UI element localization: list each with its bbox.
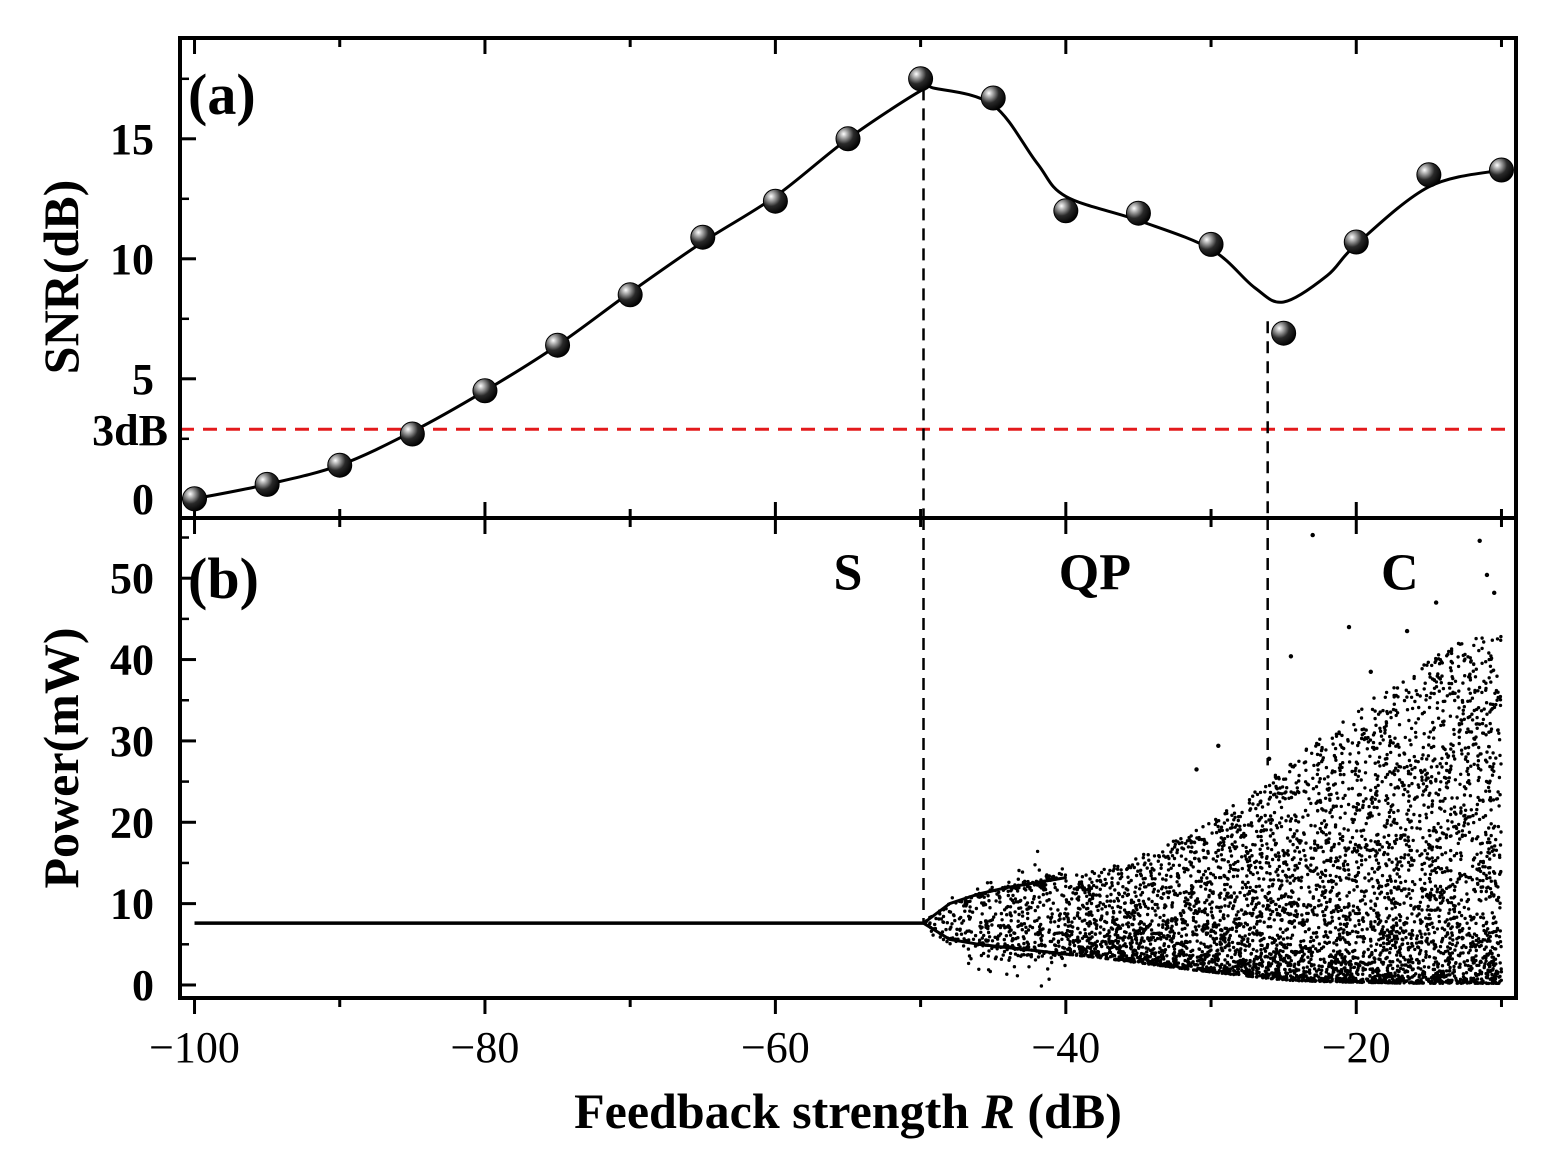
region-label: QP <box>1059 545 1131 602</box>
envelope-lower <box>922 921 1066 956</box>
snr-point <box>1125 200 1151 226</box>
outlier-dot <box>1433 600 1439 605</box>
outlier-dot <box>1216 743 1221 748</box>
x-axis-title: Feedback strength R (dB) <box>574 1083 1122 1139</box>
outlier-dot <box>1310 532 1315 538</box>
outlier-dot <box>1288 654 1294 659</box>
xtick-label: −40 <box>1031 1023 1100 1072</box>
panel-b-y-axis-title: Power(mW) <box>33 628 89 889</box>
b-ytick-label: 50 <box>110 554 154 603</box>
panel-b-label: (b) <box>188 546 259 611</box>
outlier-dot <box>1484 572 1490 578</box>
snr-point <box>1198 231 1224 257</box>
snr-point <box>327 452 353 478</box>
region-labels: S QP C <box>834 545 1419 602</box>
panel-a-label: (a) <box>188 62 256 127</box>
snr-point <box>472 378 498 404</box>
xtick-label: −60 <box>741 1023 810 1072</box>
envelope-upper <box>922 876 1067 925</box>
snr-point <box>980 85 1006 111</box>
x-axis-title-prefix: Feedback strength <box>574 1083 981 1139</box>
snr-points <box>182 66 1514 512</box>
b-ytick-label: 40 <box>110 636 154 685</box>
xtick-label: −100 <box>149 1023 240 1072</box>
panel-a-dashed-lines <box>922 88 1269 518</box>
outlier-dot <box>1477 538 1482 543</box>
snr-point <box>1271 320 1297 346</box>
panel-b-ticks: 0 10 20 30 40 50 −100 −80 −60 −40 −20 <box>110 518 1503 1072</box>
x-axis-title-suffix: (dB) <box>1015 1083 1122 1139</box>
a-ytick-label: 15 <box>110 115 154 164</box>
panel-a-ticks: 0 5 10 15 <box>110 38 1516 524</box>
b-ytick-label: 30 <box>110 717 154 766</box>
x-axis-title-variable: R <box>981 1083 1015 1139</box>
b-ytick-label: 10 <box>110 880 154 929</box>
panel-b: 0 10 20 30 40 50 −100 −80 −60 −40 −20 S QP C (b) Pow… <box>33 516 1518 1139</box>
outlier-dot <box>1368 669 1373 674</box>
xtick-label: −20 <box>1322 1023 1391 1072</box>
snr-point <box>1416 162 1442 188</box>
panel-b-dashed-lines <box>922 518 1269 924</box>
outlier-dot <box>1492 590 1497 596</box>
threshold-label: 3dB <box>92 406 168 455</box>
region-label: S <box>834 545 863 602</box>
snr-point <box>835 126 861 152</box>
a-ytick-label: 0 <box>132 475 154 524</box>
snr-point <box>762 188 788 214</box>
outlier-dot <box>1194 767 1199 772</box>
panel-a: 0 5 10 15 (a) SNR(dB) 3dB <box>33 36 1518 524</box>
a-ytick-label: 5 <box>132 355 154 404</box>
snr-point <box>399 421 425 447</box>
outlier-dot <box>1404 628 1410 634</box>
snr-point <box>1343 229 1369 255</box>
snr-point <box>182 486 208 512</box>
b-ytick-label: 20 <box>110 798 154 847</box>
panel-a-y-axis-title: SNR(dB) <box>33 180 89 374</box>
snr-point <box>617 282 643 308</box>
power-scatter <box>922 532 1504 988</box>
snr-point <box>254 471 280 497</box>
snr-point <box>908 66 934 92</box>
b-ytick-label: 0 <box>132 961 154 1010</box>
snr-point <box>1053 198 1079 224</box>
power-dots <box>923 634 1504 988</box>
panel-b-frame <box>178 516 1518 1000</box>
snr-point <box>690 224 716 250</box>
xtick-label: −80 <box>451 1023 520 1072</box>
outlier-dot <box>1346 624 1352 630</box>
a-ytick-label: 10 <box>110 235 154 284</box>
snr-point <box>545 332 571 358</box>
snr-point <box>1488 157 1514 183</box>
region-label: C <box>1381 545 1419 602</box>
